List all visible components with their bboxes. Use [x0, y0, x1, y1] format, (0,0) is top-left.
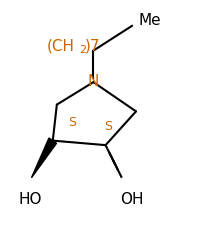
- Polygon shape: [31, 138, 56, 178]
- Text: Me: Me: [137, 13, 160, 28]
- Text: HO: HO: [18, 192, 42, 207]
- Text: S: S: [104, 119, 112, 133]
- Text: S: S: [68, 116, 76, 129]
- Text: (CH: (CH: [46, 39, 74, 54]
- Text: N: N: [87, 74, 99, 89]
- Text: )7: )7: [85, 39, 100, 54]
- Text: 2: 2: [79, 45, 86, 55]
- Text: OH: OH: [119, 192, 143, 207]
